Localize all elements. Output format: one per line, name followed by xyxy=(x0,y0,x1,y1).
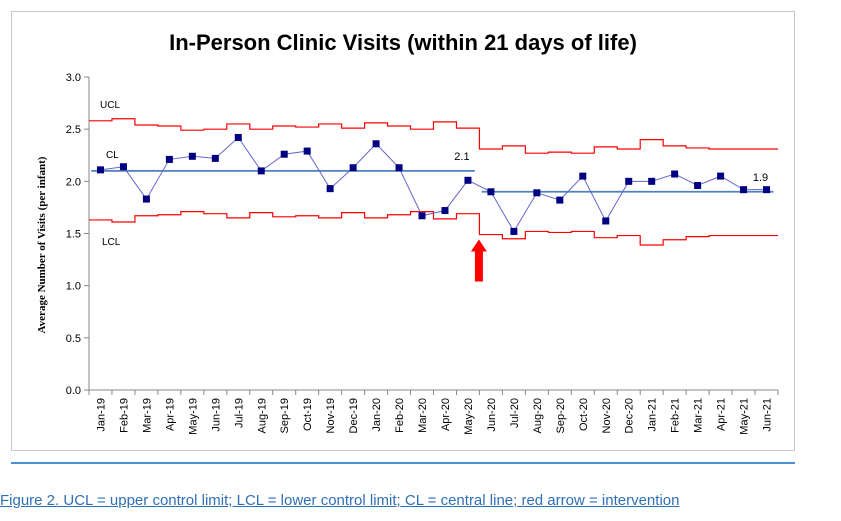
central-line-value-label: 2.1 xyxy=(454,151,469,163)
data-point-marker xyxy=(671,170,679,178)
chart-frame: In-Person Clinic Visits (within 21 days … xyxy=(11,11,795,451)
data-point-marker xyxy=(556,196,564,204)
x-tick-label: Feb-21 xyxy=(670,398,682,433)
x-tick-label: Feb-20 xyxy=(394,398,406,433)
control-chart: In-Person Clinic Visits (within 21 days … xyxy=(36,30,779,435)
data-point-marker xyxy=(395,164,403,172)
data-point-marker xyxy=(579,172,587,180)
chart-title: In-Person Clinic Visits (within 21 days … xyxy=(169,30,637,55)
y-tick-label: 0.0 xyxy=(66,385,81,397)
data-point-marker xyxy=(441,207,449,215)
data-point-marker xyxy=(763,186,771,194)
x-tick-label: Dec-19 xyxy=(348,398,360,433)
data-point-marker xyxy=(211,154,219,162)
caption-divider xyxy=(11,462,795,464)
x-tick-label: Jun-19 xyxy=(210,398,222,432)
x-tick-label: Apr-19 xyxy=(164,398,176,431)
x-tick-label: Jun-21 xyxy=(762,398,774,432)
data-series-line xyxy=(100,136,767,233)
x-tick-label: Sep-20 xyxy=(555,398,567,433)
y-tick-label: 1.5 xyxy=(66,229,81,241)
data-point-marker xyxy=(648,177,656,185)
x-tick-label: Sep-19 xyxy=(279,398,291,433)
data-point-marker xyxy=(257,167,265,175)
x-tick-label: Jul-19 xyxy=(233,398,245,428)
data-point-marker xyxy=(188,152,196,160)
data-point-marker xyxy=(418,212,426,220)
x-tick-label: Apr-20 xyxy=(440,398,452,431)
x-tick-label: Mar-19 xyxy=(141,398,153,433)
central-line-value-label: 1.9 xyxy=(753,172,768,184)
data-point-marker xyxy=(510,227,518,235)
y-axis-label: Average Number of Visits (per infant) xyxy=(36,156,48,333)
x-tick-label: Oct-19 xyxy=(302,398,314,431)
y-tick-label: 0.5 xyxy=(66,333,81,345)
x-tick-label: Dec-20 xyxy=(624,398,636,433)
x-tick-label: May-21 xyxy=(739,398,751,435)
data-point-marker xyxy=(625,177,633,185)
data-point-marker xyxy=(740,186,748,194)
x-tick-label: Aug-19 xyxy=(256,398,268,433)
data-point-marker xyxy=(694,182,702,190)
x-tick-label: Nov-20 xyxy=(601,398,613,433)
data-point-marker xyxy=(96,166,104,174)
data-point-marker xyxy=(717,172,725,180)
y-tick-label: 2.0 xyxy=(66,176,81,188)
x-tick-label: Jan-21 xyxy=(647,398,659,432)
x-tick-label: Feb-19 xyxy=(118,398,130,433)
x-tick-label: Apr-21 xyxy=(716,398,728,431)
data-point-marker xyxy=(142,195,150,203)
x-tick-label: Mar-21 xyxy=(693,398,705,433)
data-point-marker xyxy=(602,217,610,225)
plot-area: 0.0 0.5 1.0 1.5 2.0 2.5 3.0 Jan-19 Feb-19 Mar-19 A… xyxy=(66,72,779,435)
lcl-label: LCL xyxy=(102,237,121,248)
data-point-marker xyxy=(349,164,357,172)
y-tick-label: 1.0 xyxy=(66,281,81,293)
data-point-marker xyxy=(464,176,472,184)
data-point-marker xyxy=(303,147,311,155)
lcl-line xyxy=(89,210,778,246)
x-tick-label: Mar-20 xyxy=(417,398,429,433)
data-point-marker xyxy=(326,185,334,193)
x-tick-label: Jan-20 xyxy=(371,398,383,432)
x-tick-label: May-19 xyxy=(187,398,199,435)
x-tick-label: Aug-20 xyxy=(532,398,544,433)
data-point-marker xyxy=(372,140,380,148)
figure-caption[interactable]: Figure 2. UCL = upper control limit; LCL… xyxy=(0,492,680,509)
cl-label: CL xyxy=(106,150,119,161)
x-tick-label: May-20 xyxy=(463,398,475,435)
data-point-marker xyxy=(234,134,242,142)
x-tick-label: Jul-20 xyxy=(509,398,521,428)
data-point-marker xyxy=(165,155,173,163)
data-point-marker xyxy=(487,188,495,196)
data-point-marker xyxy=(119,163,127,171)
ucl-label: UCL xyxy=(100,100,120,111)
y-tick-label: 3.0 xyxy=(66,72,81,84)
ucl-line xyxy=(89,118,778,154)
x-tick-label: Oct-20 xyxy=(578,398,590,431)
x-tick-label: Jun-20 xyxy=(486,398,498,432)
y-tick-label: 2.5 xyxy=(66,124,81,136)
data-point-marker xyxy=(533,189,541,197)
intervention-arrow-icon xyxy=(470,239,487,282)
data-point-marker xyxy=(280,150,288,158)
x-tick-label: Jan-19 xyxy=(95,398,107,432)
x-tick-label: Nov-19 xyxy=(325,398,337,433)
